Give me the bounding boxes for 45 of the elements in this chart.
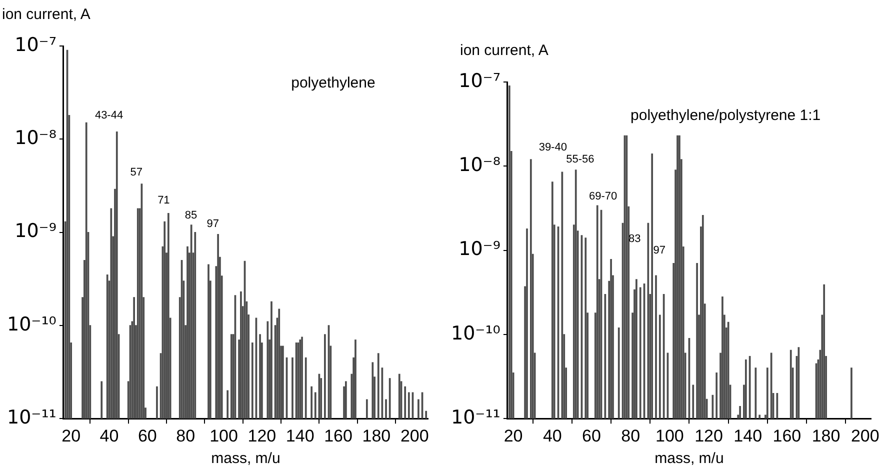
- x-tick-label: 120: [694, 426, 723, 446]
- x-tick-label: 20: [62, 426, 81, 446]
- annotation: 97: [653, 244, 666, 256]
- x-tick-label: 40: [100, 426, 119, 446]
- x-tick-label: 60: [582, 426, 601, 446]
- x-tick-label: 40: [542, 426, 562, 446]
- y-tick-label: 10⁻⁷: [14, 34, 56, 56]
- annotation: 55-56: [566, 153, 594, 166]
- x-tick-label: 140: [286, 426, 314, 446]
- x-tick-label: 120: [248, 426, 276, 446]
- annotation: 43-44: [94, 109, 124, 122]
- text: polyethylene: [291, 74, 376, 92]
- x-tick-label: 80: [621, 426, 640, 446]
- annotation: 69-70: [588, 190, 618, 202]
- text: polyethylene/polystyrene 1:1: [630, 106, 821, 124]
- y-axis-title: ion current, A: [2, 6, 90, 23]
- x-tick-label: 180: [812, 426, 840, 446]
- y-tick-label: 10⁻¹⁰: [6, 313, 56, 336]
- x-tick-label: 160: [324, 426, 352, 446]
- y-tick-label: 10⁻¹⁰: [450, 322, 500, 344]
- x-tick-label: 100: [210, 426, 238, 446]
- annotation: 85: [184, 210, 198, 222]
- x-tick-label: 60: [138, 426, 157, 446]
- annotation: 39-40: [538, 141, 567, 154]
- y-axis-title: ion current, A: [460, 42, 548, 59]
- x-tick-label: 80: [176, 426, 196, 446]
- annotation: 57: [130, 166, 142, 179]
- annotation: 97: [206, 218, 220, 230]
- y-tick-label: 10⁻⁹: [14, 220, 56, 242]
- annotation: 71: [158, 194, 170, 207]
- x-axis-title: mass, m/u: [211, 450, 280, 468]
- y-tick-label: 10⁻⁷: [458, 70, 500, 92]
- y-tick-label: 10⁻¹¹: [450, 406, 500, 429]
- x-tick-label: 100: [655, 426, 684, 446]
- x-axis-title: mass, m/u: [654, 450, 724, 468]
- y-tick-label: 10⁻¹¹: [6, 406, 56, 429]
- y-tick-label: 10⁻⁸: [458, 154, 500, 176]
- x-tick-label: 200: [400, 426, 429, 446]
- x-tick-label: 20: [504, 426, 523, 446]
- y-tick-label: 10⁻⁸: [14, 127, 56, 150]
- x-tick-label: 200: [850, 426, 880, 446]
- x-tick-label: 160: [772, 426, 802, 446]
- x-tick-label: 180: [362, 426, 391, 446]
- y-tick-label: 10⁻⁹: [458, 238, 500, 260]
- x-tick-label: 140: [734, 426, 762, 446]
